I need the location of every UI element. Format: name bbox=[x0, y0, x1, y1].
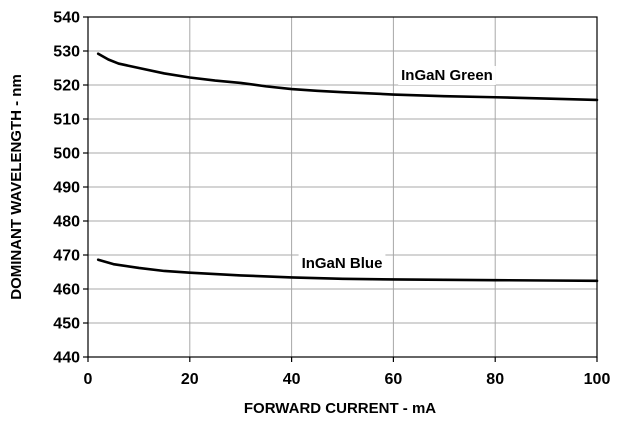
x-tick-label: 20 bbox=[181, 371, 199, 388]
x-tick-label: 100 bbox=[584, 371, 611, 388]
y-tick-label: 440 bbox=[53, 350, 80, 367]
y-tick-label: 520 bbox=[53, 78, 80, 95]
grid bbox=[88, 17, 597, 357]
series-lines bbox=[96, 52, 599, 283]
series-line-ingan-green bbox=[96, 52, 599, 102]
y-tick-label: 490 bbox=[53, 180, 80, 197]
series-line-ingan-blue bbox=[96, 258, 599, 283]
x-axis-ticks: 0 20 40 60 80 100 bbox=[84, 357, 611, 388]
y-tick-label: 500 bbox=[53, 146, 80, 163]
x-axis-title: FORWARD CURRENT - mA bbox=[244, 400, 436, 417]
x-tick-label: 80 bbox=[486, 371, 504, 388]
y-axis-ticks: 440 450 460 470 480 490 500 510 520 530 540 bbox=[53, 10, 88, 367]
y-tick-label: 450 bbox=[53, 316, 80, 333]
series-label-ingan-green: InGaN Green bbox=[401, 67, 493, 84]
x-tick-label: 40 bbox=[283, 371, 301, 388]
y-tick-label: 480 bbox=[53, 214, 80, 231]
y-tick-label: 470 bbox=[53, 248, 80, 265]
x-tick-label: 0 bbox=[84, 371, 93, 388]
series-label-background bbox=[298, 254, 386, 273]
x-tick-label: 60 bbox=[385, 371, 403, 388]
series-labels: InGaN Green InGaN Blue bbox=[298, 66, 496, 273]
y-tick-label: 540 bbox=[53, 10, 80, 27]
y-axis-title: DOMINANT WAVELENGTH - nm bbox=[8, 74, 25, 300]
y-tick-label: 510 bbox=[53, 112, 80, 129]
y-tick-label: 530 bbox=[53, 44, 80, 61]
y-tick-label: 460 bbox=[53, 282, 80, 299]
series-label-background bbox=[398, 66, 496, 85]
series-label-ingan-blue: InGaN Blue bbox=[302, 255, 383, 272]
